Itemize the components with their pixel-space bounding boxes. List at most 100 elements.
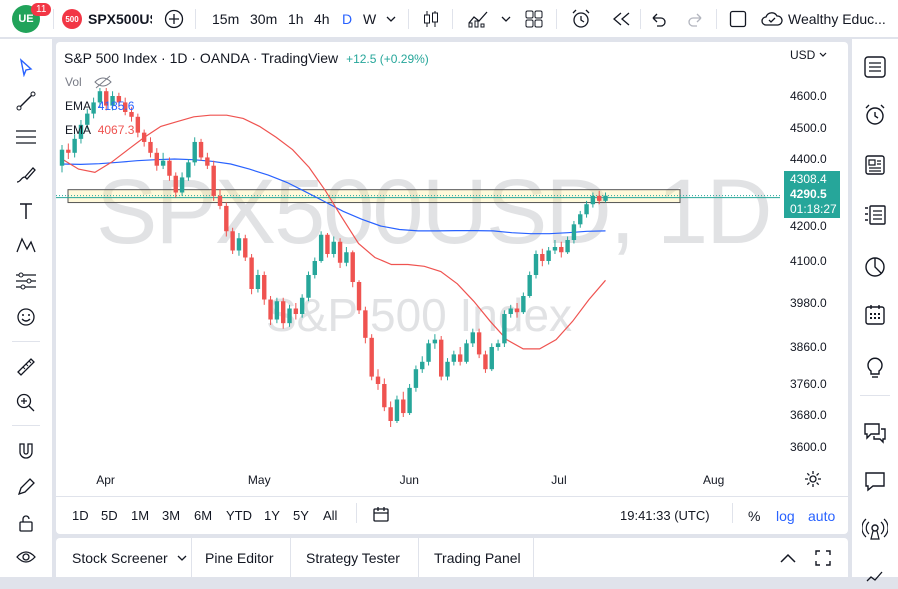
candle-body <box>407 387 412 414</box>
brush-tool[interactable] <box>12 161 40 189</box>
gear-icon <box>805 471 821 487</box>
ema-fast-legend[interactable]: EMA 4185.6 <box>65 99 134 113</box>
range-5y[interactable]: 5Y <box>293 508 309 523</box>
candle-body <box>375 376 381 384</box>
range-1y[interactable]: 1Y <box>264 508 280 523</box>
undo-button[interactable] <box>648 0 668 38</box>
eye-off-icon[interactable] <box>93 75 112 89</box>
maximize-panel-button[interactable] <box>814 538 832 577</box>
replay-button[interactable] <box>610 0 632 38</box>
candle-body <box>318 234 324 261</box>
account-menu[interactable]: Wealthy Educ... <box>760 0 892 38</box>
redo-button[interactable] <box>686 0 706 38</box>
price-tick-label: 4400.0 <box>790 152 827 166</box>
alerts-button[interactable] <box>861 101 889 129</box>
candle-body <box>514 308 520 313</box>
interval-1h[interactable]: 1h <box>288 11 304 27</box>
range-ytd[interactable]: YTD <box>226 508 252 523</box>
candle-body <box>211 165 216 196</box>
interval-30m[interactable]: 30m <box>250 11 278 27</box>
price-chart[interactable] <box>56 42 848 534</box>
chart-pane[interactable]: SPX500USD, 1D S&P 500 Index S&P 500 Inde… <box>56 42 848 534</box>
interval-w[interactable]: W <box>363 11 377 27</box>
range-1d[interactable]: 1D <box>72 508 89 523</box>
log-scale-toggle[interactable]: log <box>776 508 795 524</box>
range-all[interactable]: All <box>323 508 338 523</box>
goto-date-button[interactable] <box>372 506 390 529</box>
compare-add-button[interactable] <box>164 0 184 38</box>
candle-body <box>363 310 368 338</box>
candle-body <box>445 361 450 377</box>
calendar-button[interactable] <box>861 301 889 329</box>
text-tool[interactable] <box>12 197 40 225</box>
interval-4h[interactable]: 4h <box>314 11 330 27</box>
price-tick-label: 3980.0 <box>790 296 827 310</box>
ruler-tool[interactable] <box>12 353 40 381</box>
hide-drawings-tool[interactable] <box>12 543 40 571</box>
range-5d[interactable]: 5D <box>101 508 118 523</box>
expand-panel-button[interactable] <box>778 538 798 577</box>
candle-body <box>129 112 134 117</box>
currency-selector[interactable]: USD <box>790 48 828 62</box>
ema-slow-legend[interactable]: EMA 4067.3 <box>65 123 134 137</box>
hotlists-button[interactable] <box>861 253 889 281</box>
volume-label: Vol <box>65 75 82 89</box>
measure-group-tool[interactable] <box>12 267 40 295</box>
news-button[interactable] <box>861 151 889 179</box>
chart-settings-button[interactable] <box>804 470 822 493</box>
stay-drawing-tool[interactable] <box>12 473 40 501</box>
interval-d[interactable]: D <box>342 11 353 27</box>
candle-body <box>356 282 362 311</box>
trendline-tool[interactable] <box>12 87 40 115</box>
candle-body <box>413 369 419 388</box>
tab-trading-panel[interactable]: Trading Panel <box>434 549 521 566</box>
ideas-button[interactable] <box>861 353 889 381</box>
horizontal-lines-icon <box>16 130 36 144</box>
alert-button[interactable] <box>570 0 592 38</box>
utc-clock[interactable]: 19:41:33 (UTC) <box>620 508 710 523</box>
candle-body <box>59 149 65 166</box>
candle-body <box>382 384 387 408</box>
candle-body <box>521 296 526 313</box>
interval-dropdown[interactable] <box>385 0 397 38</box>
fullscreen-toggle[interactable] <box>728 0 748 38</box>
candle-body <box>148 141 153 153</box>
cloud-check-icon <box>761 12 783 26</box>
fib-tool[interactable] <box>12 123 40 151</box>
auto-scale-toggle[interactable]: auto <box>808 508 836 524</box>
data-window-button[interactable] <box>861 201 889 229</box>
chevron-down-icon <box>177 555 187 561</box>
price-axis[interactable] <box>780 42 848 462</box>
indicators-button[interactable] <box>466 0 490 38</box>
indicators-dropdown[interactable] <box>500 0 512 38</box>
interval-15m[interactable]: 15m <box>212 11 240 27</box>
candle-body <box>268 299 273 320</box>
last-price: 4290.5 <box>790 187 827 201</box>
tab-stock-screener[interactable]: Stock Screener <box>72 538 188 577</box>
icons-tool[interactable] <box>12 303 40 331</box>
newspaper-icon <box>865 155 885 175</box>
percent-scale-toggle[interactable]: % <box>748 508 761 524</box>
zoom-tool[interactable] <box>12 389 40 417</box>
tab-pine-editor[interactable]: Pine Editor <box>205 549 274 566</box>
lock-drawings-tool[interactable] <box>12 509 40 537</box>
watchlist-button[interactable] <box>861 53 889 81</box>
notification-badge[interactable]: 11 <box>31 3 52 16</box>
range-1m[interactable]: 1M <box>131 508 150 523</box>
drawing-toolbar <box>0 39 52 577</box>
cursor-tool[interactable] <box>12 53 40 81</box>
chart-type-button[interactable] <box>420 0 442 38</box>
symbol-search[interactable]: 500 SPX500US <box>62 0 152 38</box>
layouts-button[interactable] <box>524 0 544 38</box>
pattern-tool[interactable] <box>12 231 40 259</box>
tab-strategy-tester[interactable]: Strategy Tester <box>306 549 400 566</box>
help-button[interactable] <box>861 561 889 589</box>
range-3m[interactable]: 3M <box>162 508 181 523</box>
cursor-icon <box>19 58 33 77</box>
messages-button[interactable] <box>861 467 889 495</box>
magnet-tool[interactable] <box>12 437 40 465</box>
candle-body <box>325 234 330 254</box>
chats-button[interactable] <box>861 419 889 447</box>
range-6m[interactable]: 6M <box>194 508 213 523</box>
streams-button[interactable] <box>861 515 889 543</box>
